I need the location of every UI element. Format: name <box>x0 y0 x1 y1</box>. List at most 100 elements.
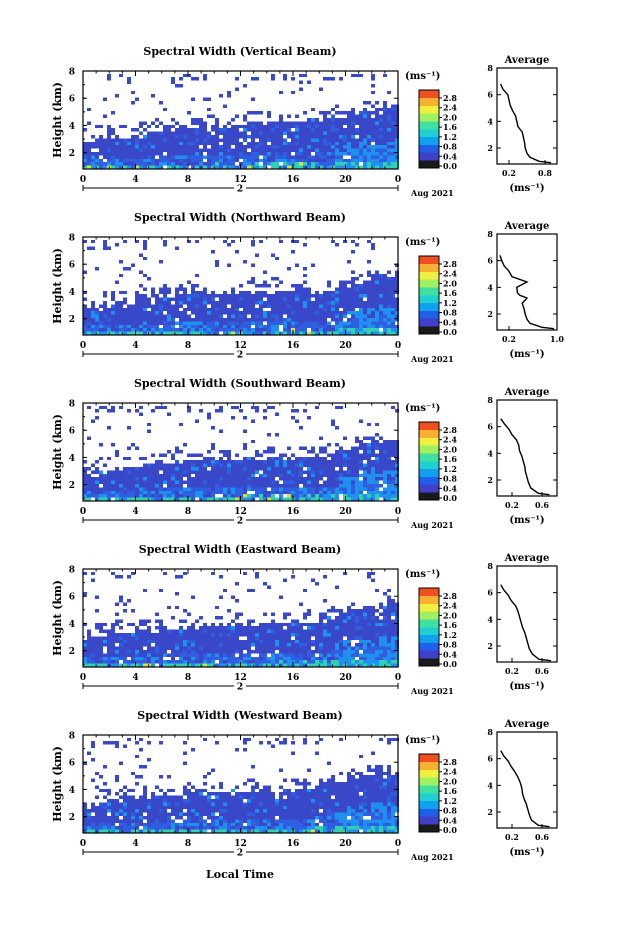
heatmap-cell <box>283 453 287 457</box>
heatmap-cell <box>155 124 159 129</box>
heatmap-cell <box>107 643 111 647</box>
heatmap-cell <box>359 616 363 620</box>
heatmap-cell <box>151 307 155 312</box>
heatmap-cell <box>343 148 347 152</box>
heatmap-cell <box>379 297 383 301</box>
heatmap-cell <box>143 663 147 667</box>
heatmap-cell <box>231 473 235 478</box>
heatmap-cell <box>167 138 171 142</box>
heatmap-cell <box>259 324 263 329</box>
heatmap-cell <box>87 477 91 481</box>
colorbar-segment <box>419 156 439 161</box>
heatmap-cell <box>275 152 279 156</box>
heatmap-cell <box>183 494 187 498</box>
heatmap-cell <box>195 467 199 471</box>
heatmap-cell <box>123 145 127 149</box>
heatmap-cell <box>103 239 107 244</box>
heatmap-cell <box>147 650 151 654</box>
heatmap-cell <box>243 416 247 420</box>
heatmap-cell <box>207 463 211 467</box>
heatmap-cell <box>307 612 311 616</box>
heatmap-cell <box>311 633 315 637</box>
heatmap-cell <box>383 609 387 613</box>
heatmap-cell <box>135 409 139 413</box>
heatmap-cell <box>255 575 259 579</box>
heatmap-cell <box>83 484 87 488</box>
heatmap-cell <box>147 490 151 495</box>
heatmap-cell <box>127 307 131 312</box>
heatmap-cell <box>339 609 343 613</box>
heatmap-cell <box>351 118 355 122</box>
heatmap-cell <box>191 307 195 312</box>
heatmap-cell <box>259 477 263 481</box>
heatmap-cell <box>167 450 171 454</box>
heatmap-cell <box>367 660 371 664</box>
heatmap-cell <box>103 497 107 501</box>
heatmap-cell <box>171 643 175 647</box>
heatmap-cell <box>95 622 99 627</box>
heatmap-cell <box>235 480 239 484</box>
heatmap-cell <box>319 318 323 322</box>
heatmap-cell <box>95 138 99 142</box>
heatmap-cell <box>187 494 191 498</box>
heatmap-cell <box>299 148 303 152</box>
heatmap-cell <box>143 297 147 301</box>
heatmap-cell <box>227 450 231 454</box>
heatmap-cell <box>291 626 295 630</box>
heatmap-cell <box>367 653 371 657</box>
heatmap-cell <box>307 155 311 159</box>
heatmap-cell <box>251 165 255 169</box>
heatmap-cell <box>179 470 183 474</box>
heatmap-cell <box>347 656 351 661</box>
heatmap-cell <box>351 497 355 501</box>
heatmap-cell <box>191 490 195 495</box>
heatmap-cell <box>247 588 251 593</box>
heatmap-cell <box>179 311 183 315</box>
heatmap-cell <box>207 321 211 325</box>
heatmap-cell <box>255 131 259 135</box>
heatmap-cell <box>203 131 207 135</box>
heatmap-cell <box>259 165 263 169</box>
heatmap-cell <box>335 328 339 332</box>
heatmap-cell <box>139 331 143 335</box>
colorbar-segment <box>419 461 439 466</box>
heatmap-cell <box>295 145 299 149</box>
heatmap-cell <box>103 97 107 101</box>
heatmap-cell <box>211 324 215 329</box>
heatmap-cell <box>171 321 175 325</box>
heatmap-cell <box>131 663 135 667</box>
heatmap-cell <box>371 328 375 332</box>
heatmap-cell <box>335 490 339 495</box>
heatmap-cell <box>143 152 147 156</box>
heatmap-cell <box>223 307 227 312</box>
heatmap-cell <box>251 663 255 667</box>
heatmap-cell <box>307 124 311 129</box>
heatmap-cell <box>183 473 187 478</box>
heatmap-cell <box>383 128 387 132</box>
heatmap-cell <box>235 318 239 322</box>
heatmap-cell <box>203 97 207 101</box>
heatmap-cell <box>371 158 375 163</box>
heatmap-cell <box>327 280 331 284</box>
heatmap-cell <box>387 639 391 644</box>
heatmap-cell <box>171 470 175 474</box>
heatmap-cell <box>267 405 271 410</box>
heatmap-cell <box>395 152 399 156</box>
heatmap-cell <box>327 443 331 447</box>
heatmap-cell <box>335 155 339 159</box>
heatmap-cell <box>139 456 143 461</box>
colorbar-segment <box>419 298 439 304</box>
heatmap-cell <box>371 77 375 81</box>
heatmap-cell <box>307 128 311 132</box>
heatmap-cell <box>103 318 107 322</box>
heatmap-cell <box>371 477 375 481</box>
heatmap-cell <box>375 162 379 166</box>
heatmap-cell <box>111 636 115 640</box>
heatmap-cell <box>119 497 123 501</box>
heatmap-cell <box>139 270 143 274</box>
heatmap-cell <box>227 294 231 298</box>
heatmap-cell <box>343 470 347 474</box>
heatmap-cell <box>327 619 331 623</box>
heatmap-cell <box>127 660 131 664</box>
heatmap-cell <box>323 626 327 630</box>
